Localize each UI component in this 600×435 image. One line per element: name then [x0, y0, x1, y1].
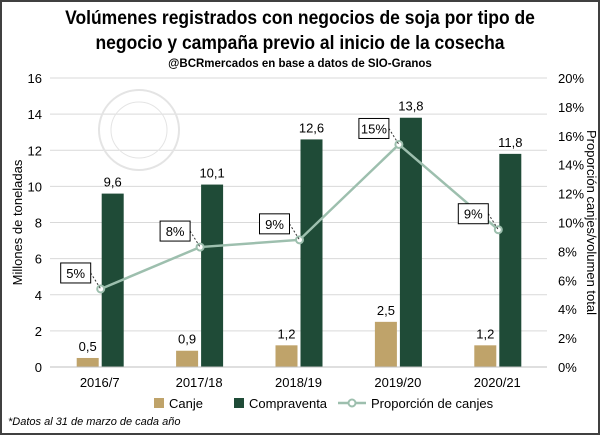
y2-tick-label: 2%: [558, 331, 577, 346]
data-label-proporcion: 15%: [361, 121, 387, 136]
line-point: [96, 284, 106, 294]
watermark-seal-inner-icon: [110, 101, 168, 159]
data-label-canje: 2,5: [377, 303, 395, 318]
y-tick-label: 6: [35, 252, 42, 267]
data-label-compraventa: 12,6: [299, 120, 324, 135]
x-tick-label: 2018/19: [275, 375, 322, 390]
data-label-box: [457, 203, 489, 225]
line-point: [394, 139, 404, 149]
x-tick-label: 2016/7: [80, 375, 120, 390]
y2-tick-label: 12%: [558, 187, 584, 202]
bar-canje: [275, 345, 298, 367]
y-tick-label: 8: [35, 216, 42, 231]
data-label-box: [159, 220, 191, 242]
data-label-canje: 0,5: [79, 339, 97, 354]
line-point: [295, 235, 304, 245]
y-axis-title: Millones de toneladas: [10, 159, 25, 285]
chart-subtitle: @BCRmercados en base a datos de SIO-Gran…: [168, 58, 432, 70]
y-tick-label: 2: [35, 324, 42, 339]
y2-tick-label: 10%: [558, 216, 584, 231]
data-label-compraventa: 9,6: [104, 175, 122, 190]
x-tick-label: 2017/18: [176, 375, 223, 390]
y2-tick-label: 8%: [558, 244, 577, 259]
chart-title-line2: negocio y campaña previo al inicio de la…: [95, 33, 505, 54]
y-tick-label: 16: [28, 71, 42, 86]
data-label-canje: 0,9: [178, 332, 196, 347]
y-tick-label: 4: [35, 288, 42, 303]
label-leader-line: [388, 128, 400, 145]
bar-compraventa: [101, 193, 124, 367]
y2-tick-label: 6%: [558, 273, 577, 288]
y-tick-label: 12: [28, 143, 42, 158]
y-tick-label: 14: [28, 107, 42, 122]
data-label-compraventa: 11,8: [498, 135, 522, 150]
chart-title-line1: Volúmenes registrados con negocios de so…: [65, 8, 535, 29]
label-leader-line: [90, 272, 102, 290]
data-label-compraventa: 13,8: [398, 99, 423, 114]
legend-swatch-canje: [154, 398, 164, 408]
x-tick-label: 2019/20: [374, 375, 421, 390]
legend-marker-proporcion: [347, 398, 357, 408]
label-leader-line: [487, 213, 499, 230]
bar-canje: [474, 345, 497, 367]
data-label-proporcion: 8%: [166, 224, 185, 239]
y2-tick-label: 0%: [558, 360, 577, 375]
bar-canje: [374, 321, 397, 367]
data-label-box: [358, 117, 390, 139]
line-point: [195, 242, 205, 252]
y2-tick-label: 20%: [558, 71, 584, 86]
data-label-box: [60, 262, 92, 284]
bar-compraventa: [201, 184, 224, 367]
data-label-canje: 1,2: [476, 326, 494, 341]
x-tick-label: 2020/21: [474, 375, 521, 390]
bar-canje: [176, 350, 199, 367]
y2-tick-label: 4%: [558, 302, 577, 317]
data-label-proporcion: 9%: [265, 217, 284, 232]
y2-tick-label: 14%: [558, 158, 584, 173]
data-label-proporcion: 5%: [66, 266, 85, 281]
label-leader-line: [189, 230, 201, 248]
y-tick-label: 10: [28, 179, 42, 194]
legend-label-proporcion: Proporción de canjes: [371, 396, 494, 411]
y2-tick-label: 16%: [558, 129, 584, 144]
data-label-proporcion: 9%: [464, 207, 483, 222]
data-label-compraventa: 10,1: [199, 166, 224, 181]
bar-compraventa: [499, 153, 522, 367]
data-label-canje: 1,2: [277, 326, 295, 341]
watermark-seal-icon: [98, 89, 180, 171]
footnote: *Datos al 31 de marzo de cada año: [8, 416, 181, 428]
y2-axis-title: Proporción canjes/volumen total: [584, 130, 598, 315]
y-tick-label: 0: [35, 360, 42, 375]
line-point: [493, 225, 503, 235]
data-label-box: [259, 213, 290, 235]
label-leader-line: [289, 223, 300, 241]
bar-canje: [76, 357, 99, 367]
bar-compraventa: [399, 117, 422, 367]
line-proporcion: [100, 142, 500, 291]
y2-tick-label: 18%: [558, 100, 584, 115]
legend-label-canje: Canje: [169, 396, 203, 411]
legend-label-compraventa: Compraventa: [249, 396, 328, 411]
bar-compraventa: [300, 139, 323, 367]
legend-swatch-compraventa: [234, 398, 244, 408]
